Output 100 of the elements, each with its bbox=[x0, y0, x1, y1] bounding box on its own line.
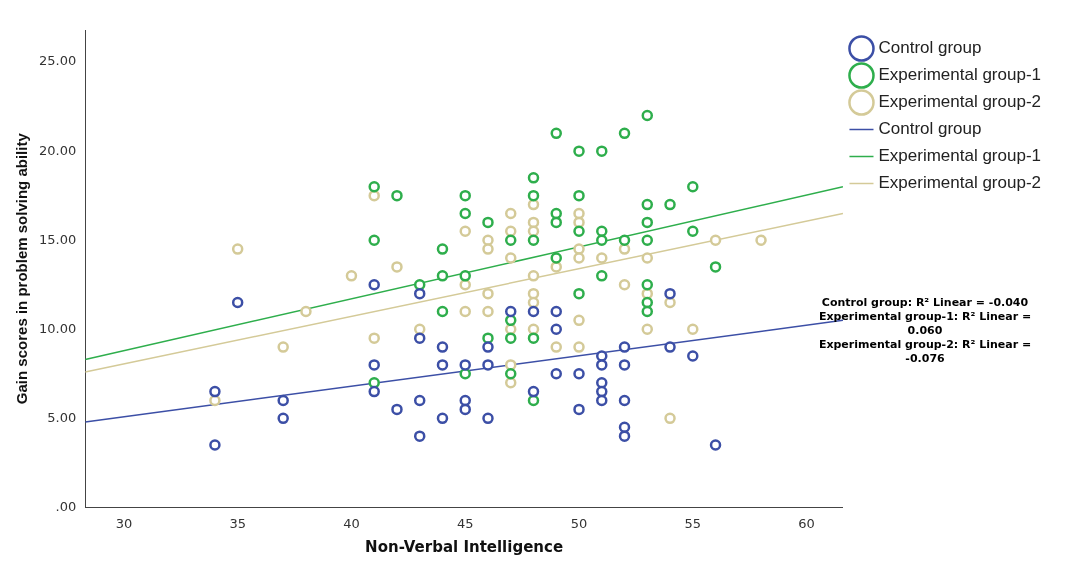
point bbox=[277, 394, 289, 407]
point bbox=[550, 368, 562, 380]
point bbox=[345, 270, 358, 282]
y-tick-label: 25.00 bbox=[39, 53, 77, 69]
point bbox=[368, 359, 380, 371]
point bbox=[709, 261, 722, 273]
point bbox=[527, 172, 540, 184]
point bbox=[527, 385, 540, 398]
y-tick-label: .00 bbox=[55, 498, 77, 514]
point bbox=[641, 109, 654, 122]
x-tick-label: 55 bbox=[684, 515, 702, 531]
annotation: Experimental group-1: R² Linear = 0.060 bbox=[818, 310, 1032, 338]
point bbox=[573, 287, 585, 300]
point bbox=[527, 270, 540, 282]
point bbox=[573, 341, 585, 353]
point bbox=[527, 234, 540, 246]
point bbox=[550, 216, 562, 229]
point bbox=[459, 359, 471, 371]
point bbox=[459, 225, 471, 238]
point bbox=[459, 207, 471, 220]
point bbox=[664, 198, 676, 211]
point bbox=[277, 341, 289, 353]
point bbox=[596, 234, 608, 246]
point bbox=[641, 278, 654, 291]
x-axis-title: Non-Verbal Intelligence bbox=[365, 537, 564, 556]
point bbox=[618, 341, 631, 353]
point bbox=[550, 323, 562, 336]
annotation: Experimental group-2: R² Linear = -0.076 bbox=[818, 338, 1032, 366]
point bbox=[436, 341, 449, 353]
x-tick-label: 60 bbox=[798, 515, 815, 531]
point bbox=[573, 145, 585, 157]
point bbox=[482, 305, 494, 318]
point bbox=[596, 359, 608, 371]
point bbox=[436, 270, 449, 282]
point bbox=[618, 430, 631, 442]
point bbox=[550, 252, 562, 264]
x-tick-label: 40 bbox=[343, 515, 360, 531]
point bbox=[573, 225, 585, 238]
point bbox=[209, 439, 221, 451]
point bbox=[550, 127, 562, 140]
point bbox=[664, 412, 676, 425]
point bbox=[391, 261, 403, 273]
point bbox=[368, 332, 380, 344]
point bbox=[641, 252, 654, 264]
legend-label: Experimental group-2 bbox=[878, 92, 1041, 112]
point bbox=[482, 216, 494, 229]
point bbox=[573, 243, 585, 255]
point bbox=[413, 394, 426, 407]
point bbox=[596, 145, 608, 157]
point bbox=[618, 421, 631, 433]
point bbox=[596, 270, 608, 282]
point bbox=[482, 234, 494, 246]
point bbox=[368, 234, 380, 246]
point bbox=[641, 234, 654, 246]
y-tick-label: 10.00 bbox=[39, 320, 77, 336]
point bbox=[231, 296, 244, 309]
point bbox=[504, 207, 517, 220]
point bbox=[573, 403, 585, 416]
x-tick-label: 30 bbox=[115, 515, 133, 531]
point bbox=[618, 394, 631, 407]
point bbox=[482, 332, 494, 344]
point bbox=[573, 368, 585, 380]
point bbox=[368, 181, 380, 193]
point bbox=[504, 332, 517, 344]
point bbox=[459, 403, 471, 416]
point bbox=[573, 252, 585, 264]
point bbox=[641, 305, 654, 318]
point bbox=[687, 350, 699, 362]
point bbox=[504, 252, 517, 264]
point bbox=[664, 287, 676, 300]
point bbox=[573, 314, 585, 327]
point bbox=[482, 243, 494, 255]
point bbox=[482, 359, 494, 371]
point bbox=[231, 243, 244, 255]
x-tick-label: 50 bbox=[570, 515, 588, 531]
point bbox=[709, 439, 722, 451]
point bbox=[687, 323, 699, 336]
x-tick-label: 45 bbox=[456, 515, 474, 531]
y-axis-title: Gain scores in problem solving ability bbox=[13, 132, 31, 405]
point bbox=[436, 305, 449, 318]
point bbox=[277, 412, 289, 425]
y-tick-label: 15.00 bbox=[39, 231, 77, 247]
point bbox=[755, 234, 767, 246]
y-tick-label: 5.00 bbox=[47, 409, 77, 425]
point bbox=[459, 189, 471, 202]
point bbox=[436, 412, 449, 425]
point bbox=[504, 359, 517, 371]
point bbox=[641, 198, 654, 211]
point bbox=[641, 216, 654, 229]
point bbox=[687, 181, 699, 193]
annotation: Control group: R² Linear = -0.040 bbox=[821, 296, 1029, 310]
point bbox=[618, 127, 631, 140]
point bbox=[550, 341, 562, 353]
point bbox=[527, 332, 540, 344]
y-tick-label: 20.00 bbox=[39, 142, 77, 158]
point bbox=[596, 252, 608, 264]
legend-label: Experimental group-2 bbox=[878, 173, 1041, 193]
point bbox=[687, 225, 699, 238]
point bbox=[527, 189, 540, 202]
point bbox=[664, 341, 676, 353]
